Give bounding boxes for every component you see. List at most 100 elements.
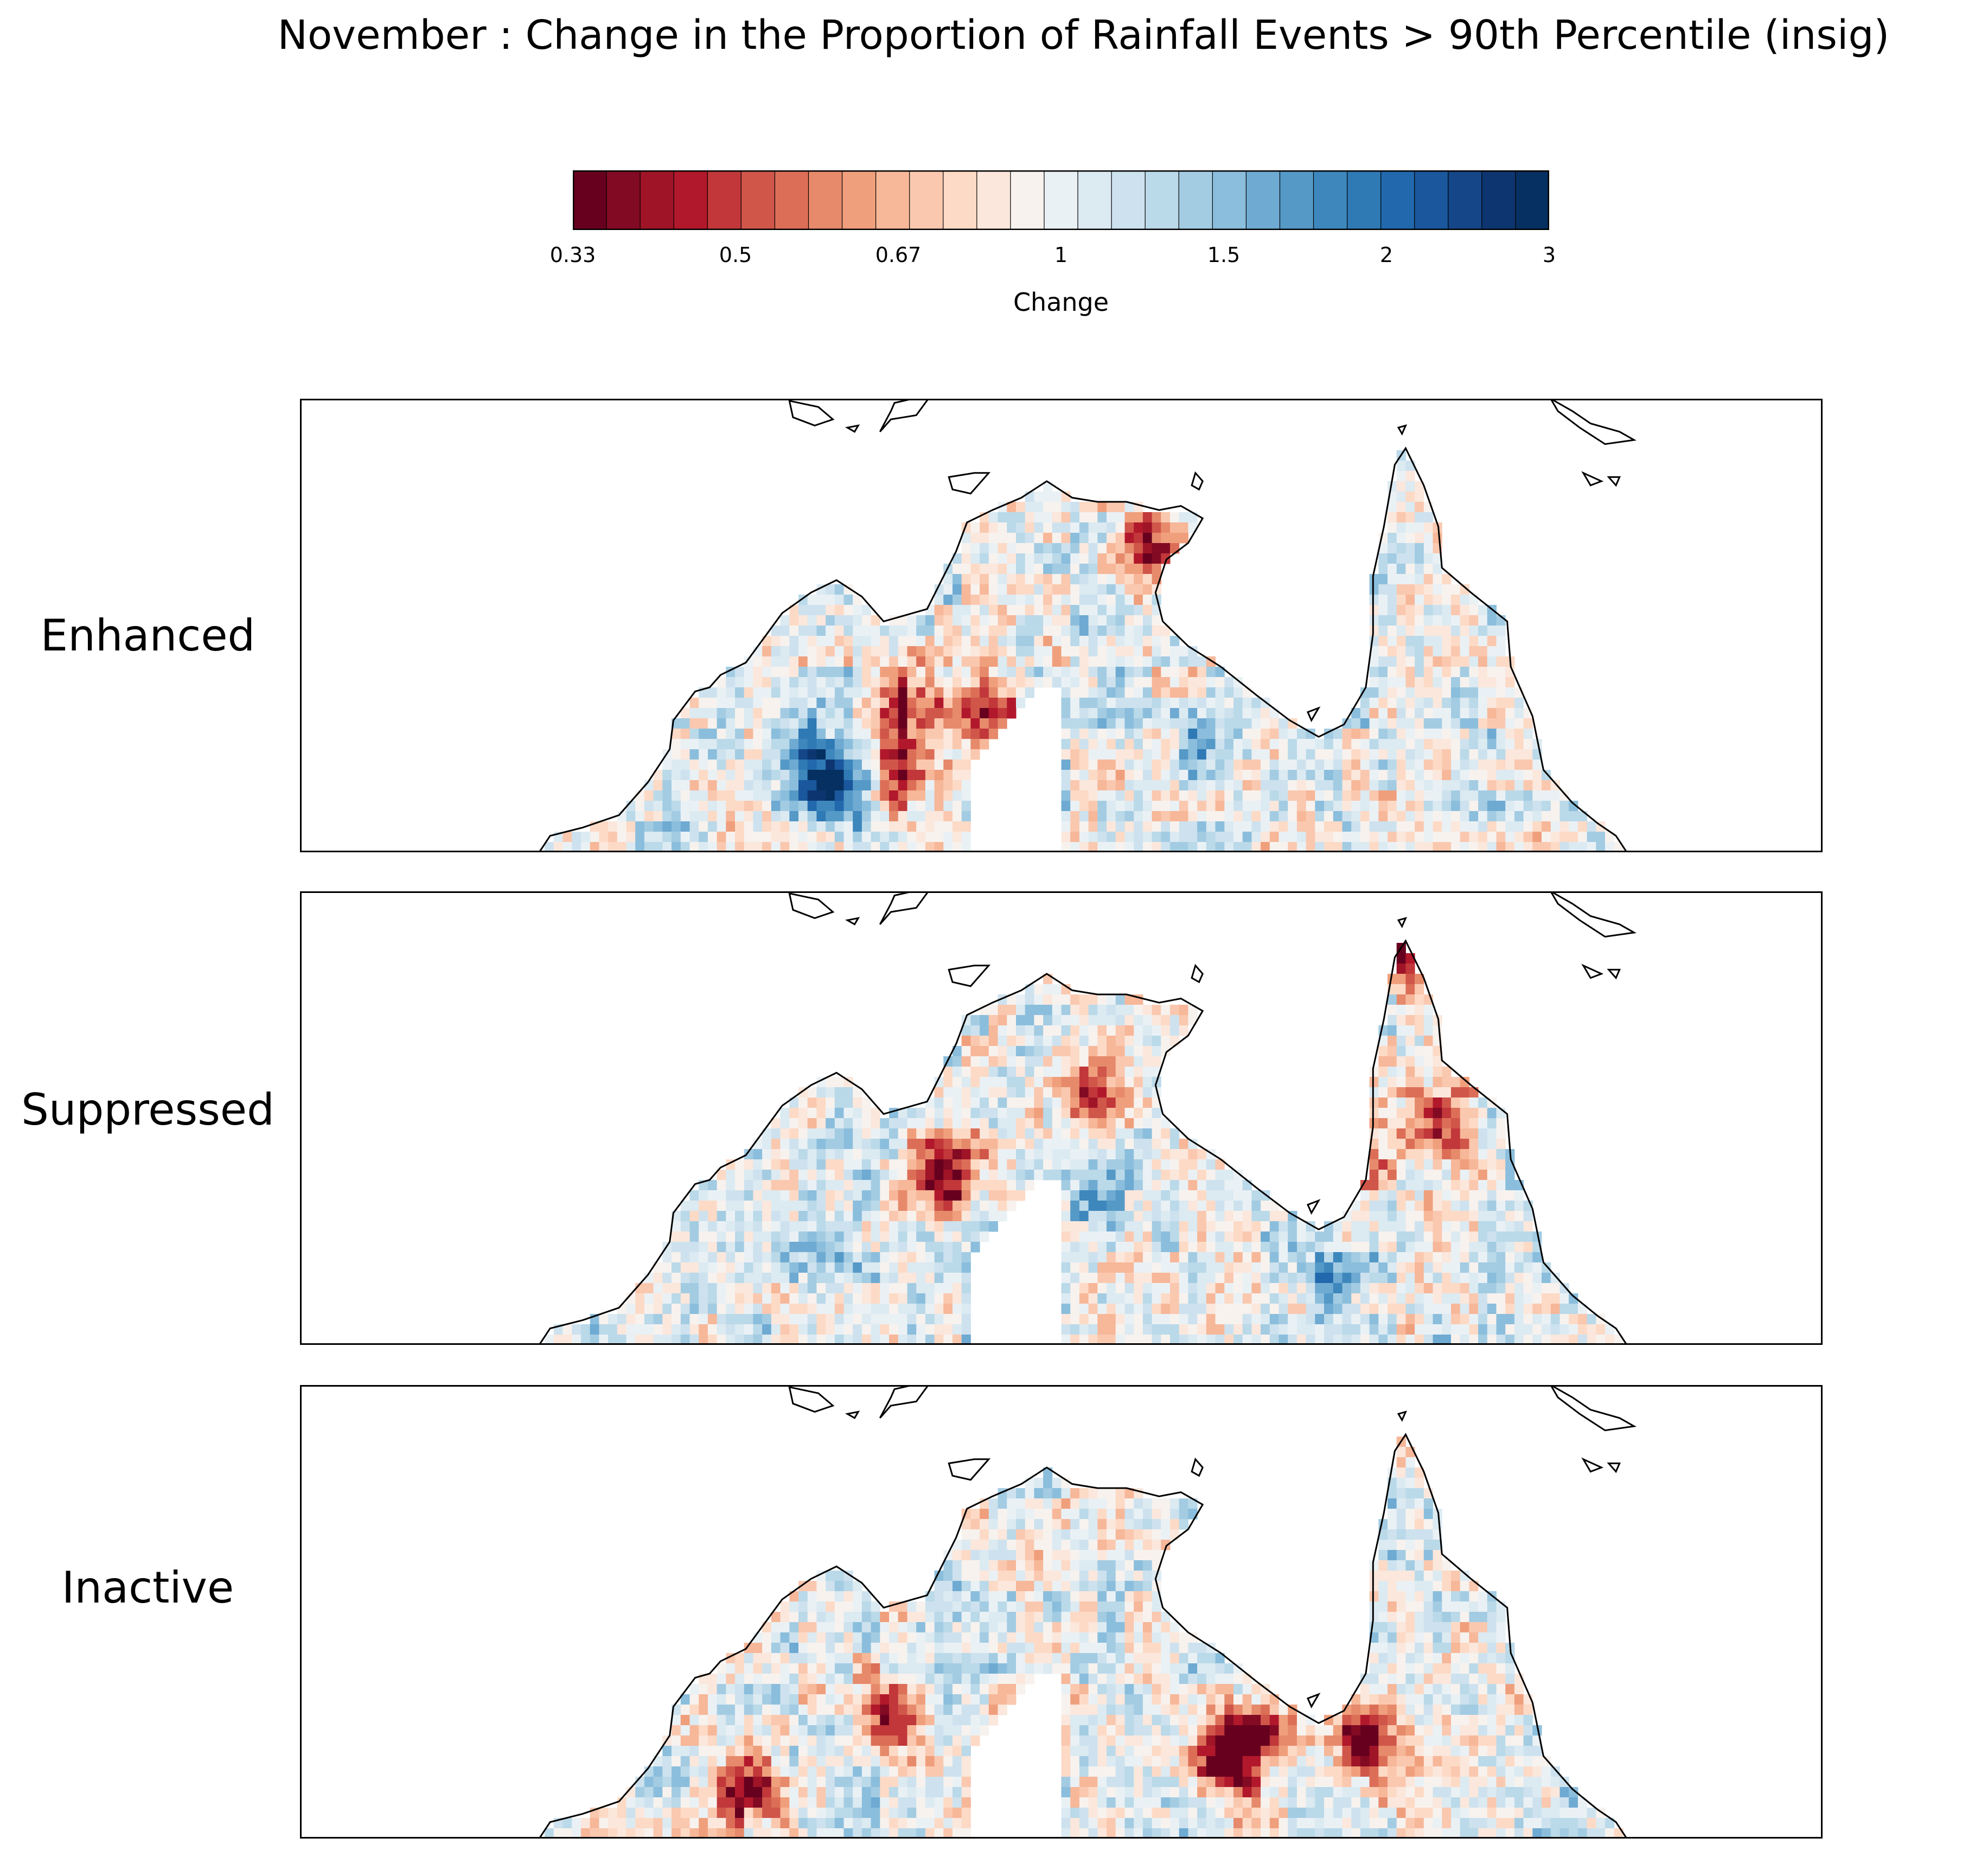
heatmap-cell: [1188, 667, 1198, 678]
heatmap-cell: [843, 1180, 853, 1191]
heatmap-cell: [672, 1273, 681, 1284]
heatmap-cell: [635, 811, 645, 822]
heatmap-cell: [871, 636, 880, 647]
heatmap-cell: [1124, 1190, 1134, 1201]
heatmap-cell: [1360, 801, 1370, 812]
heatmap-cell: [898, 1108, 907, 1119]
heatmap-cell: [1351, 1293, 1361, 1304]
heatmap-cell: [1161, 646, 1171, 657]
heatmap-cell: [916, 1273, 926, 1284]
heatmap-cell: [1433, 1025, 1442, 1036]
heatmap-cell: [1124, 842, 1134, 852]
heatmap-cell: [1478, 1283, 1488, 1294]
heatmap-cell: [1016, 1087, 1026, 1098]
heatmap-cell: [1124, 1519, 1134, 1530]
heatmap-cell: [826, 1571, 835, 1581]
heatmap-cell: [1333, 1231, 1343, 1242]
heatmap-cell: [753, 1180, 763, 1191]
heatmap-cell: [953, 646, 962, 657]
heatmap-cell: [780, 656, 790, 667]
heatmap-cell: [1179, 1231, 1188, 1242]
heatmap-cell: [1007, 543, 1017, 554]
heatmap-cell: [1152, 656, 1161, 667]
heatmap-cell: [744, 1231, 753, 1242]
heatmap-cell: [853, 615, 862, 626]
heatmap-cell: [1469, 1242, 1479, 1253]
heatmap-cell: [1107, 708, 1116, 719]
heatmap-cell: [798, 790, 808, 801]
heatmap-cell: [1333, 801, 1343, 812]
heatmap-cell: [970, 1149, 980, 1160]
heatmap-cell: [1442, 667, 1452, 678]
heatmap-cell: [907, 1128, 917, 1139]
heatmap-cell: [943, 1252, 953, 1263]
heatmap-cell: [907, 646, 917, 657]
heatmap-cell: [780, 1252, 790, 1263]
heatmap-cell: [1405, 1108, 1415, 1119]
heatmap-cell: [1460, 1159, 1469, 1170]
heatmap-cell: [1469, 687, 1479, 698]
heatmap-cell: [1088, 522, 1098, 533]
heatmap-cell: [1433, 1067, 1442, 1077]
heatmap-cell: [726, 1180, 736, 1191]
heatmap-cell: [1415, 1498, 1424, 1509]
heatmap-cell: [1460, 1118, 1469, 1129]
heatmap-cell: [1451, 801, 1461, 812]
heatmap-cell: [1433, 1139, 1442, 1150]
heatmap-cell: [826, 595, 835, 605]
heatmap-cell: [871, 1128, 880, 1139]
heatmap-cell: [1115, 1509, 1125, 1520]
heatmap-cell: [1061, 1046, 1071, 1057]
heatmap-cell: [662, 801, 672, 812]
heatmap-cell: [861, 1335, 872, 1345]
heatmap-cell: [807, 1273, 817, 1284]
heatmap-cell: [1025, 522, 1034, 533]
heatmap-cell: [1369, 1252, 1379, 1263]
heatmap-cell: [789, 1293, 799, 1304]
heatmap-cell: [1505, 1201, 1515, 1211]
heatmap-cell: [1152, 636, 1161, 647]
heatmap-cell: [1496, 780, 1506, 791]
heatmap-cell: [1242, 1324, 1252, 1335]
heatmap-cell: [1170, 1498, 1180, 1509]
heatmap-cell: [998, 1036, 1007, 1046]
heatmap-cell: [1333, 739, 1343, 750]
heatmap-cell: [925, 656, 935, 667]
heatmap-cell: [1505, 1273, 1515, 1284]
heatmap-cell: [1088, 780, 1098, 791]
heatmap-cell: [1478, 770, 1488, 781]
heatmap-cell: [1124, 1488, 1134, 1499]
heatmap-cell: [717, 842, 726, 852]
heatmap-cell: [953, 749, 962, 760]
heatmap-cell: [717, 1201, 726, 1211]
heatmap-cell: [934, 626, 944, 636]
heatmap-cell: [762, 718, 772, 729]
heatmap-cell: [1070, 1529, 1080, 1540]
heatmap-cell: [889, 687, 899, 698]
heatmap-cell: [707, 708, 718, 719]
heatmap-cell: [980, 1519, 989, 1530]
heatmap-cell: [1369, 1335, 1379, 1345]
heatmap-cell: [853, 1221, 862, 1232]
heatmap-cell: [1577, 1304, 1588, 1314]
heatmap-cell: [1107, 698, 1116, 709]
heatmap-cell: [1360, 842, 1370, 852]
heatmap-cell: [889, 1242, 899, 1253]
heatmap-cell: [1134, 1108, 1143, 1119]
heatmap-cell: [1442, 1118, 1452, 1129]
heatmap-cell: [861, 1108, 872, 1119]
heatmap-cell: [798, 760, 808, 770]
heatmap-cell: [988, 1180, 998, 1191]
colorbar-swatch: [1044, 170, 1078, 230]
heatmap-cell: [1088, 1550, 1098, 1561]
heatmap-cell: [1016, 646, 1026, 657]
heatmap-cell: [1188, 1252, 1198, 1263]
heatmap-cell: [1107, 1067, 1116, 1077]
heatmap-cell: [826, 749, 835, 760]
heatmap-cell: [1423, 729, 1433, 739]
heatmap-cell: [1423, 1293, 1433, 1304]
heatmap-cell: [1097, 1571, 1107, 1581]
heatmap-cell: [762, 1242, 772, 1253]
heatmap-cell: [1115, 1077, 1125, 1088]
heatmap-cell: [662, 1293, 672, 1304]
